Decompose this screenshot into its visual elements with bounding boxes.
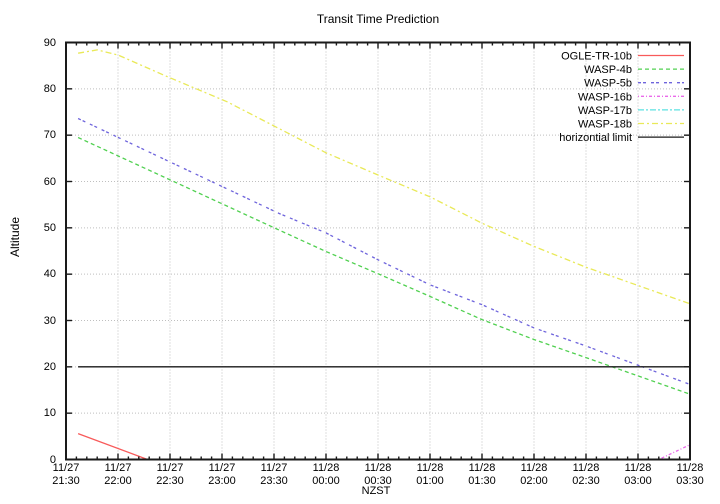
x-tick-date: 11/27 [104, 462, 132, 474]
legend-label: WASP-18b [578, 119, 632, 131]
x-tick-label: 11/28 00:30 [354, 462, 402, 488]
x-tick-date: 11/27 [156, 462, 184, 474]
series-line-WASP-18b [77, 49, 691, 305]
legend-label: WASP-4b [584, 64, 632, 76]
series-line-WASP-16b [658, 444, 691, 461]
x-tick-date: 11/28 [676, 462, 704, 474]
x-tick-date: 11/27 [52, 462, 80, 474]
x-tick-date: 11/27 [208, 462, 236, 474]
legend-label: WASP-17b [578, 105, 632, 117]
legend-label: horizontial limit [559, 132, 632, 144]
x-tick-date: 11/28 [520, 462, 548, 474]
x-tick-time: 23:30 [260, 475, 288, 487]
x-tick-label: 11/28 03:30 [666, 462, 714, 488]
x-tick-label: 11/27 22:00 [94, 462, 142, 488]
x-tick-date: 11/28 [364, 462, 392, 474]
series-line-WASP-4b [77, 136, 691, 395]
series-line-WASP-5b [77, 117, 691, 386]
x-tick-date: 11/28 [416, 462, 444, 474]
y-tick-label: 90 [43, 36, 56, 49]
x-tick-date: 11/28 [624, 462, 652, 474]
x-tick-time: 00:30 [364, 475, 392, 487]
x-tick-label: 11/28 03:00 [614, 462, 662, 488]
x-tick-label: 11/27 22:30 [146, 462, 194, 488]
x-tick-label: 11/28 01:30 [458, 462, 506, 488]
chart-title: Transit Time Prediction [316, 12, 440, 26]
y-tick-label: 20 [43, 360, 56, 373]
x-tick-time: 01:30 [468, 475, 496, 487]
x-tick-label: 11/28 01:00 [406, 462, 454, 488]
series-line-OGLE-TR-10b [77, 432, 148, 461]
legend-label: OGLE-TR-10b [561, 51, 632, 63]
x-tick-label: 11/27 21:30 [42, 462, 90, 488]
x-tick-time: 00:00 [312, 475, 340, 487]
x-tick-time: 23:00 [208, 475, 236, 487]
y-tick-label: 60 [43, 175, 56, 188]
y-tick-label: 70 [43, 129, 56, 142]
x-tick-label: 11/27 23:30 [250, 462, 298, 488]
legend-label: WASP-5b [584, 78, 632, 90]
y-tick-label: 40 [43, 268, 56, 281]
x-tick-label: 11/28 02:30 [562, 462, 610, 488]
y-tick-label: 80 [43, 82, 56, 95]
x-tick-time: 01:00 [416, 475, 444, 487]
x-tick-date: 11/28 [468, 462, 496, 474]
x-tick-time: 21:30 [52, 475, 80, 487]
y-tick-label: 30 [43, 314, 56, 327]
y-tick-label: 0 [49, 453, 56, 466]
x-tick-time: 02:30 [572, 475, 600, 487]
y-tick-label: 10 [43, 407, 56, 420]
x-tick-time: 03:00 [624, 475, 652, 487]
x-tick-time: 22:00 [104, 475, 132, 487]
x-tick-date: 11/28 [572, 462, 600, 474]
x-tick-label: 11/27 23:00 [198, 462, 246, 488]
x-tick-label: 11/28 02:00 [510, 462, 558, 488]
x-tick-time: 02:00 [520, 475, 548, 487]
x-tick-time: 22:30 [156, 475, 184, 487]
y-tick-label: 50 [43, 221, 56, 234]
x-tick-label: 11/28 00:00 [302, 462, 350, 488]
x-tick-date: 11/28 [312, 462, 340, 474]
x-tick-date: 11/27 [260, 462, 288, 474]
x-axis-label: NZST [361, 485, 391, 497]
x-tick-time: 03:30 [676, 475, 704, 487]
legend-label: WASP-16b [578, 91, 632, 103]
